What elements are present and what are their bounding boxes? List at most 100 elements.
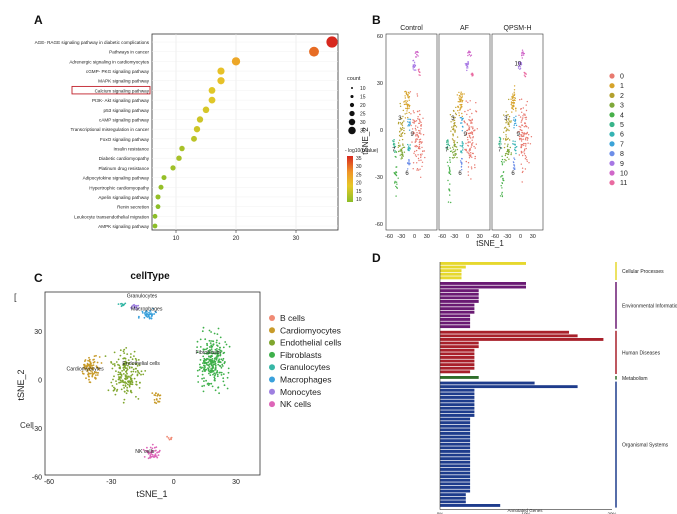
panel-b-cell-point	[417, 116, 419, 118]
panel-b-cell-point	[459, 95, 461, 97]
panel-b-legend-label: 9	[620, 161, 624, 168]
panel-b-cell-point	[513, 105, 515, 108]
panel-a-size-legend-dot	[349, 102, 355, 108]
panel-c-cell-point	[133, 350, 136, 353]
panel-b-cell-point	[421, 161, 424, 163]
panel-b-cell-point	[515, 115, 517, 118]
panel-b-cell-point	[513, 165, 516, 167]
panel-b-cell-point	[520, 135, 522, 137]
panel-c-cell-point	[125, 347, 128, 349]
panel-b-cell-point	[520, 64, 522, 66]
panel-b-cell-point	[522, 52, 524, 55]
panel-c-cell-point	[151, 447, 154, 450]
panel-c-cell-point	[208, 329, 211, 332]
panel-c-cell-point	[217, 386, 220, 389]
panel-d-bar	[440, 381, 535, 385]
panel-b-cell-point	[419, 168, 421, 170]
panel-b-cell-point	[414, 52, 416, 54]
panel-a-pathway-label: AMPK signaling pathway	[98, 224, 150, 229]
panel-d-bar	[440, 406, 475, 410]
panel-a-color-legend-tick: 10	[356, 197, 362, 203]
panel-c-cell-point	[113, 363, 116, 365]
panel-c-cell-point	[147, 457, 150, 460]
panel-b-cell-point	[465, 63, 468, 66]
panel-b-cell-point	[454, 129, 456, 131]
panel-b-cell-point	[502, 177, 504, 180]
panel-b-cell-point	[419, 130, 421, 132]
panel-b-cell-point	[518, 114, 520, 117]
panel-b-cell-point	[393, 139, 395, 141]
panel-b-cell-point	[455, 153, 457, 155]
panel-b-cell-point	[521, 134, 523, 136]
panel-b-cell-point	[455, 146, 458, 148]
panel-c-cell-point	[113, 375, 115, 378]
panel-b-cell-point	[402, 115, 404, 118]
panel-b-xtick-label: -30	[450, 234, 458, 240]
panel-c-cell-point	[145, 315, 148, 318]
panel-a-pathway-label: Adipocytokine signaling pathway	[83, 176, 150, 181]
panel-b-cell-point	[524, 122, 527, 125]
panel-b-cell-point	[448, 167, 451, 170]
panel-d-bar	[440, 388, 475, 392]
panel-b-xtick-label: 30	[477, 234, 483, 240]
panel-b-cell-point	[520, 163, 522, 165]
panel-c-cluster-label: Endothelial cells	[122, 361, 160, 367]
panel-b-cell-point	[454, 124, 457, 127]
panel-b-cell-point	[500, 143, 502, 145]
panel-b-cell-point	[518, 154, 520, 156]
panel-c-cell-point	[87, 359, 89, 362]
panel-b-cell-point	[504, 143, 506, 145]
panel-c-cell-point	[220, 371, 223, 374]
panel-c-legend-swatch	[269, 315, 275, 321]
panel-b-cell-point	[499, 195, 502, 197]
panel-b-cell-point	[468, 135, 471, 137]
panel-b-xtick-label: 0	[519, 234, 522, 240]
panel-c-cell-point	[88, 372, 91, 375]
panel-b-cell-point	[415, 144, 417, 147]
panel-b-cell-point	[467, 142, 469, 144]
panel-c-cell-point	[117, 303, 120, 305]
panel-c-cell-point	[159, 394, 162, 397]
panel-b-cell-point	[467, 52, 469, 54]
panel-b-cell-point	[505, 119, 508, 122]
panel-b-cell-point	[404, 90, 407, 93]
panel-c-cell-point	[208, 382, 211, 385]
panel-c-cell-point	[132, 370, 135, 373]
panel-b-cell-point	[418, 110, 421, 112]
panel-c-cell-point	[199, 338, 202, 341]
panel-b-cell-point	[403, 151, 406, 153]
panel-b-cell-point	[406, 108, 408, 110]
panel-a-pathway-label: cGMP- PKG signaling pathway	[86, 69, 150, 74]
panel-d-xtick-label: 20%	[607, 512, 616, 514]
panel-b-cell-point	[451, 157, 454, 159]
panel-b-cell-point	[459, 98, 461, 101]
panel-b-cell-point	[475, 111, 478, 113]
panel-b-cell-point	[418, 70, 420, 72]
panel-b-cell-point	[421, 141, 423, 143]
panel-d-bar	[440, 414, 475, 417]
panel-c-cell-point	[95, 354, 97, 357]
panel-b-cell-point	[520, 121, 522, 123]
panel-b-xtick-label: -60	[438, 234, 446, 240]
panel-d-bar	[440, 396, 475, 399]
panel-b-cell-point	[514, 168, 516, 171]
panel-a-dot	[179, 145, 185, 152]
panel-b-cell-point	[445, 147, 448, 149]
panel-c-cell-point	[210, 344, 213, 347]
panel-b-cell-point	[469, 136, 471, 138]
panel-d-bar	[440, 410, 475, 414]
panel-d-bar	[440, 318, 471, 321]
panel-b-cell-point	[526, 100, 528, 103]
panel-c-cell-point	[227, 367, 230, 370]
panel-b-cell-point	[500, 176, 502, 178]
panel-c-cell-point	[123, 363, 126, 365]
panel-c-cell-point	[85, 367, 88, 370]
panel-b-cell-point	[520, 129, 522, 131]
panel-c-cell-point	[216, 375, 219, 378]
panel-b-cell-point	[518, 130, 520, 133]
panel-c-cell-point	[130, 306, 133, 309]
panel-c-cell-point	[205, 368, 208, 371]
panel-b-legend-label: 4	[620, 112, 624, 119]
panel-c-cell-point	[126, 353, 129, 355]
panel-b-cell-point	[467, 67, 469, 69]
